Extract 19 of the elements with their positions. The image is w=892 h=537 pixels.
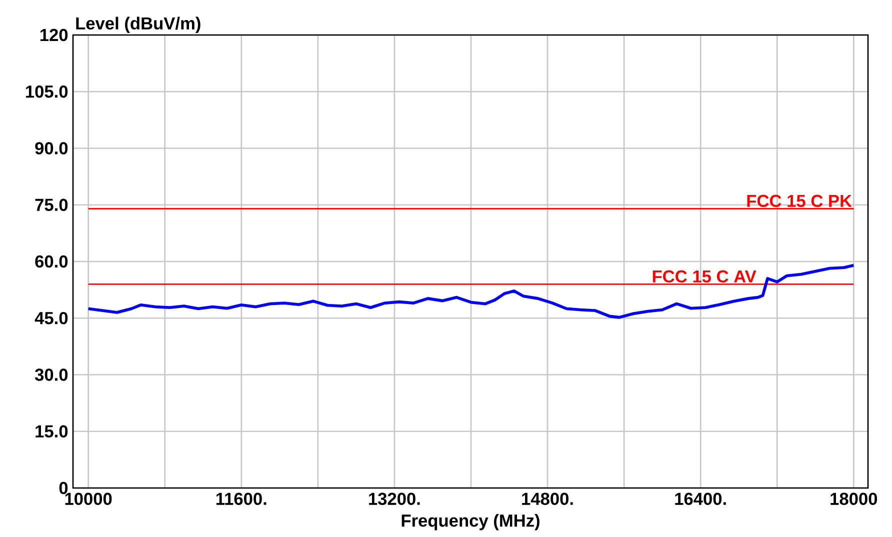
x-tick-label: 13200. bbox=[369, 492, 420, 506]
y-tick-label: 45.0 bbox=[34, 312, 68, 324]
x-tick-label: 10000 bbox=[65, 492, 112, 505]
y-tick-label: 60.0 bbox=[35, 255, 68, 268]
ref-line-label: FCC 15 C PK bbox=[747, 194, 852, 208]
y-tick-label: 105.0 bbox=[26, 85, 68, 98]
y-tick-label: 15.0 bbox=[36, 425, 68, 438]
x-tick-label: 14800. bbox=[522, 492, 573, 505]
ref-line-label: FCC 15 C AV bbox=[652, 270, 756, 283]
y-tick-label: 120 bbox=[40, 28, 68, 42]
y-tick-label: 75.0 bbox=[35, 198, 68, 212]
x-tick-label: 16400. bbox=[675, 492, 726, 505]
y-tick-label: 90.0 bbox=[35, 142, 68, 154]
y-axis-title: Level (dBuV/m) bbox=[76, 16, 200, 33]
x-tick-label: 18000 bbox=[830, 492, 878, 505]
x-tick-label: 11600. bbox=[216, 492, 266, 505]
y-tick-label: 0 bbox=[59, 482, 68, 494]
x-axis-title: Frequency (MHz) bbox=[402, 514, 540, 530]
y-tick-label: 30.0 bbox=[34, 368, 68, 381]
